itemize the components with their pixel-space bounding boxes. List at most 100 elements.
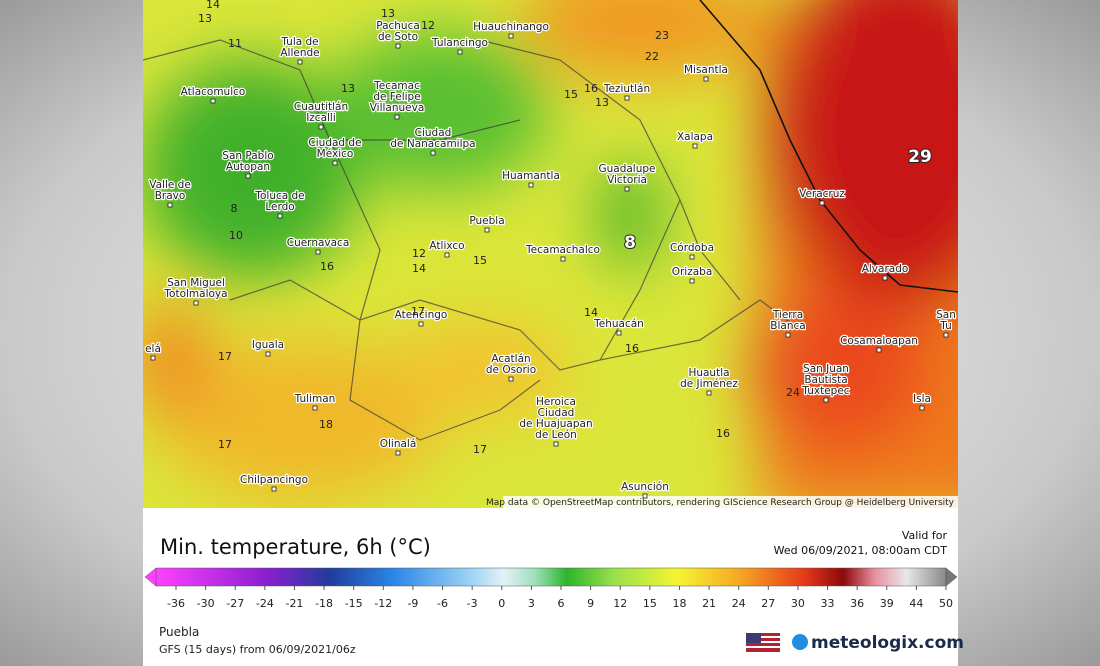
city-dot [528, 182, 534, 188]
city-name: San Miguel [167, 277, 225, 289]
city: elá [144, 342, 162, 361]
city-dot [689, 254, 695, 260]
contour-label: 16 [716, 427, 730, 440]
colorbar-arrow [144, 567, 157, 587]
colorbar-tick-label: 50 [939, 597, 953, 610]
contour-label: 14 [206, 0, 220, 11]
city-dot [876, 347, 882, 353]
city-dot [616, 330, 622, 336]
city-name: México [317, 148, 354, 160]
colorbar-tick-label: 24 [732, 597, 746, 610]
brand: meteologix.com [811, 633, 964, 653]
city-name: San Pablo [222, 150, 273, 162]
city-name: Ciudad de [308, 137, 361, 149]
city: Chilpancingo [239, 473, 309, 492]
colorbar-tick-label: -36 [167, 597, 185, 610]
city-name: Tehuacán [593, 318, 644, 330]
city: Misantla [683, 63, 729, 82]
colorbar-tick-label: -15 [345, 597, 363, 610]
valid-time: Wed 06/09/2021, 08:00am CDT [774, 544, 948, 557]
city-name: Chilpancingo [240, 474, 308, 486]
colorbar-tick-label: 12 [613, 597, 627, 610]
city-dot [395, 43, 401, 49]
contour-label: 8 [624, 233, 636, 253]
city: Cosamaloapan [839, 334, 919, 353]
city-dot [508, 376, 514, 382]
contour-label: 11 [228, 37, 242, 50]
city-name: Acatlán [491, 353, 530, 365]
city-name: Asunción [621, 481, 669, 493]
city-dot [703, 76, 709, 82]
map: Map data © OpenStreetMap contributors, r… [143, 0, 958, 508]
colorbar-tick-label: 44 [909, 597, 923, 610]
city-name: de Soto [378, 31, 418, 43]
contour-label: 23 [655, 29, 669, 42]
city-dot [394, 114, 400, 120]
city: Teziutlán [602, 82, 651, 101]
contour-label: 13 [341, 82, 355, 95]
city-dot [315, 249, 321, 255]
legend-title: Min. temperature, 6h (°C) [160, 535, 431, 559]
city: Atlixco [428, 239, 466, 258]
city-name: de Felipe [373, 91, 420, 103]
city-name: Teziutlán [603, 83, 650, 95]
model: GFS (15 days) from 06/09/2021/06z [159, 643, 356, 656]
city-name: Villanueva [370, 102, 425, 114]
contour-label: 29 [908, 147, 932, 167]
colorbar-tick-label: 3 [528, 597, 535, 610]
city-name: Tierra [772, 309, 803, 321]
city-name: Izcalli [306, 112, 336, 124]
colorbar-tick-label: -27 [226, 597, 244, 610]
contour-label: 15 [473, 254, 487, 267]
contour-label: 18 [319, 418, 333, 431]
city-dot [418, 321, 424, 327]
city-name: Córdoba [670, 242, 714, 254]
city: Isla [912, 392, 932, 411]
colorbar-arrow [945, 567, 958, 587]
city-name: Cuernavaca [287, 237, 350, 249]
city-dot [553, 441, 559, 447]
city-dot [919, 405, 925, 411]
city-dot [277, 213, 283, 219]
city-name: de Nanacamilpa [390, 138, 475, 150]
city-dot [642, 493, 648, 499]
city-dot [882, 275, 888, 281]
city-name: Xalapa [677, 131, 713, 143]
city-dot [785, 332, 791, 338]
city-name: Atlixco [429, 240, 464, 252]
city-name: de Osorio [486, 364, 536, 376]
city-dot [265, 351, 271, 357]
city: Tulancingo [430, 36, 489, 55]
colorbar-tick-label: 33 [821, 597, 835, 610]
colorbar [155, 567, 947, 587]
city-dot [395, 450, 401, 456]
flag [746, 633, 780, 652]
city-dot [624, 186, 630, 192]
city: Alvarado [860, 262, 910, 281]
city-dot [271, 486, 277, 492]
city: Atlacomulco [179, 85, 247, 104]
city-name: Atencingo [395, 309, 448, 321]
city-name: elá [145, 343, 161, 355]
brand-logo [792, 634, 808, 650]
contour-label: 14 [584, 306, 598, 319]
city-dot [819, 200, 825, 206]
city-dot [624, 95, 630, 101]
contour-label: 12 [412, 247, 426, 260]
city-dot [823, 397, 829, 403]
colorbar-tick-label: 39 [880, 597, 894, 610]
city-name: Pachuca [376, 20, 420, 32]
city-name: Ciudad [538, 407, 575, 419]
contour-label: 13 [381, 7, 395, 20]
city: Xalapa [676, 130, 714, 149]
city-name: Tuliman [294, 393, 336, 405]
city-name: Cosamaloapan [840, 335, 918, 347]
